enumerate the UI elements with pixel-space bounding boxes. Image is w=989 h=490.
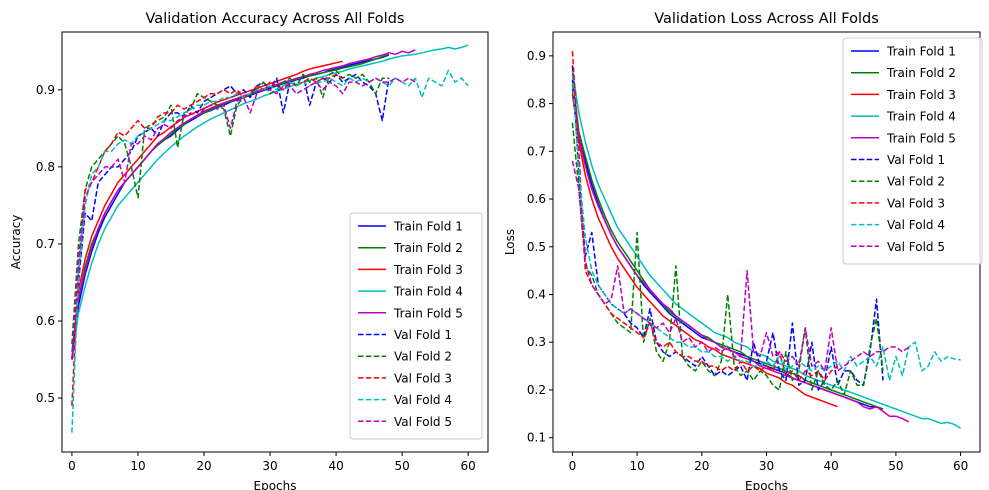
series-line-val-fold-5 <box>571 160 910 372</box>
subplot-1: Validation Accuracy Across All Folds Epoc… <box>9 11 489 490</box>
legend-label: Train Fold 4 <box>886 110 956 124</box>
legend-label: Val Fold 1 <box>394 328 452 342</box>
series-line-val-fold-5 <box>71 77 416 360</box>
y-tick-label: 0.1 <box>527 431 546 445</box>
y-axis-label: Accuracy <box>9 215 23 270</box>
x-axis-label: Epochs <box>254 479 297 490</box>
x-tick-label: 10 <box>130 459 145 473</box>
subplot-2: Validation Loss Across All Folds Epochs Lo… <box>503 11 983 490</box>
x-tick-label: 10 <box>629 459 644 473</box>
legend-label: Val Fold 5 <box>887 240 945 254</box>
x-tick-label: 50 <box>394 459 409 473</box>
x-tick-label: 60 <box>953 459 968 473</box>
x-tick-label: 50 <box>888 459 903 473</box>
series-line-train-fold-4 <box>571 70 961 429</box>
series-line-val-fold-1 <box>71 73 390 360</box>
y-tick-label: 0.9 <box>527 49 546 63</box>
series-line-train-fold-5 <box>71 49 416 360</box>
x-tick-label: 40 <box>824 459 839 473</box>
x-tick-label: 20 <box>694 459 709 473</box>
legend-label: Train Fold 4 <box>393 285 463 299</box>
y-tick-label: 0.4 <box>527 288 546 302</box>
chart-title: Validation Accuracy Across All Folds <box>146 11 405 27</box>
y-tick-label: 0.6 <box>527 192 546 206</box>
y-tick-label: 0.9 <box>36 83 55 97</box>
legend: Train Fold 1 Train Fold 2 Train Fold 3 Trai… <box>349 212 483 440</box>
y-tick-label: 0.7 <box>36 237 55 251</box>
y-tick-label: 0.6 <box>36 314 55 328</box>
legend-label: Train Fold 1 <box>393 220 463 234</box>
x-tick-label: 40 <box>328 459 343 473</box>
legend-label: Train Fold 5 <box>886 131 956 145</box>
legend-label: Val Fold 4 <box>887 218 945 232</box>
series-line-val-fold-3 <box>571 51 839 382</box>
series-line-val-fold-4 <box>571 74 961 382</box>
legend-label: Train Fold 2 <box>886 66 956 80</box>
x-tick-label: 0 <box>68 459 76 473</box>
legend-label: Val Fold 2 <box>394 350 452 364</box>
series-line-val-fold-3 <box>71 73 344 406</box>
x-tick-label: 0 <box>569 459 577 473</box>
legend-label: Val Fold 3 <box>394 371 452 385</box>
series-lines <box>71 44 469 433</box>
legend-label: Train Fold 3 <box>393 263 463 277</box>
legend-label: Train Fold 1 <box>886 45 956 59</box>
series-line-val-fold-2 <box>571 122 884 396</box>
legend-label: Val Fold 1 <box>887 153 945 167</box>
axes-frame <box>61 31 489 453</box>
x-axis-label: Epochs <box>745 479 788 490</box>
legend: Train Fold 1 Train Fold 2 Train Fold 3 Trai… <box>842 37 983 265</box>
y-tick-label: 0.7 <box>527 144 546 158</box>
series-lines <box>571 51 961 429</box>
series-line-train-fold-3 <box>71 60 343 360</box>
legend-label: Val Fold 2 <box>887 175 945 189</box>
series-line-train-fold-3 <box>571 93 838 408</box>
y-tick-label: 0.2 <box>527 383 546 397</box>
legend-label: Val Fold 5 <box>394 415 452 429</box>
y-tick-label: 0.5 <box>36 391 55 405</box>
x-tick-label: 20 <box>196 459 211 473</box>
legend-label: Train Fold 5 <box>393 306 463 320</box>
series-line-val-fold-2 <box>71 69 389 345</box>
y-tick-label: 0.3 <box>527 335 546 349</box>
x-tick-label: 60 <box>461 459 476 473</box>
y-tick-label: 0.5 <box>527 240 546 254</box>
series-line-val-fold-4 <box>71 69 469 433</box>
series-line-val-fold-1 <box>571 65 884 391</box>
y-tick-label: 0.8 <box>36 160 55 174</box>
y-axis-label: Loss <box>503 229 517 255</box>
chart-title: Validation Loss Across All Folds <box>654 11 879 27</box>
legend-label: Train Fold 2 <box>393 241 463 255</box>
legend-label: Val Fold 3 <box>887 196 945 210</box>
x-tick-label: 30 <box>759 459 774 473</box>
legend-label: Train Fold 3 <box>886 88 956 102</box>
y-tick-label: 0.8 <box>527 97 546 111</box>
x-tick-label: 30 <box>262 459 277 473</box>
series-line-train-fold-2 <box>571 84 884 410</box>
legend-label: Val Fold 4 <box>394 393 452 407</box>
